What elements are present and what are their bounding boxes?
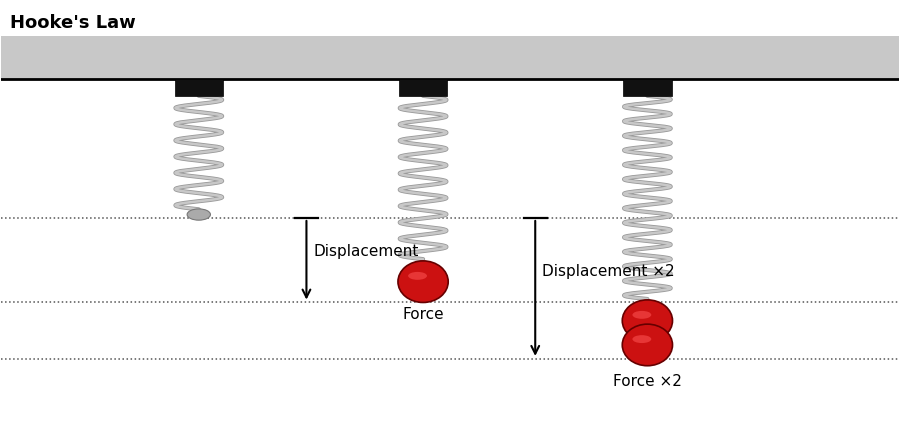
Text: Displacement ×2: Displacement ×2 (543, 264, 675, 279)
Bar (2, 36, 898, 79)
Bar (623, 79, 671, 96)
Text: Displacement: Displacement (313, 244, 419, 259)
Text: Force ×2: Force ×2 (613, 374, 682, 389)
Ellipse shape (398, 261, 448, 303)
Ellipse shape (187, 209, 211, 220)
Ellipse shape (408, 272, 427, 280)
Ellipse shape (622, 324, 672, 366)
Ellipse shape (633, 335, 652, 343)
Ellipse shape (622, 300, 672, 341)
Text: Force: Force (402, 307, 444, 322)
Ellipse shape (633, 311, 652, 319)
Bar (175, 79, 223, 96)
Bar (399, 79, 447, 96)
Text: Hooke's Law: Hooke's Law (11, 14, 136, 32)
